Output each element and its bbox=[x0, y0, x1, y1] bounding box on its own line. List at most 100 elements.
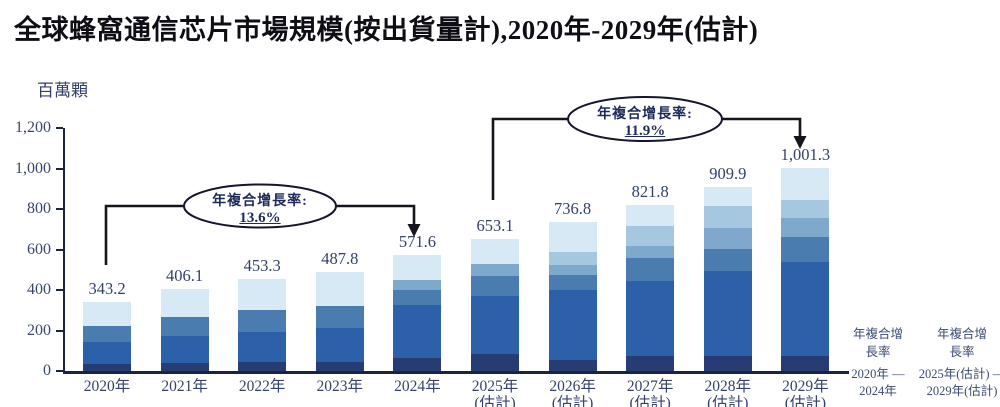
bar-segment-segment-6 bbox=[238, 279, 287, 311]
x-axis-year: 2021年 bbox=[161, 378, 208, 395]
bar-segment-segment-2 bbox=[626, 281, 675, 357]
y-axis-unit-label: 百萬顆 bbox=[37, 81, 88, 100]
y-tick-label: 0 bbox=[43, 362, 51, 379]
bar-segment-segment-4 bbox=[548, 264, 597, 276]
bar-segment-segment-2 bbox=[471, 295, 519, 354]
bar-segment-segment-3 bbox=[781, 237, 830, 263]
x-axis-label-2024年: 2024年 bbox=[378, 378, 456, 395]
bar-segment-segment-4 bbox=[626, 245, 675, 259]
bar-segment-segment-2 bbox=[781, 262, 830, 356]
y-tick-mark bbox=[56, 127, 63, 129]
bar-segment-segment-6 bbox=[548, 221, 597, 252]
x-axis-label-2027年: 2027年 (估計) bbox=[611, 378, 689, 407]
cagr-right-value: 11.9% bbox=[624, 123, 666, 139]
plot-area: 0 200 400 600 800 1,000 1,200 343.2 2020年 406.1 20… bbox=[15, 119, 849, 407]
side-note-line: 長率 bbox=[949, 344, 975, 359]
bar-segment-segment-2 bbox=[703, 270, 752, 357]
stacked-bar-2025年 bbox=[471, 238, 519, 371]
side-note-line: 長率 bbox=[865, 344, 891, 359]
stacked-bar-2028年 bbox=[703, 186, 752, 371]
cagr-left-annotation: 年複合增長率: 13.6% bbox=[186, 190, 334, 227]
bar-value-label: 343.2 bbox=[88, 278, 126, 298]
x-axis-estimate-note: (估計) bbox=[629, 395, 671, 407]
bar-value-label: 487.8 bbox=[321, 249, 359, 269]
side-note-line: 年複合增 bbox=[852, 327, 903, 341]
bar-segment-segment-2 bbox=[83, 341, 131, 365]
y-tick-label: 400 bbox=[27, 281, 51, 298]
bar-segment-segment-4 bbox=[781, 217, 830, 238]
bar-segment-segment-6 bbox=[160, 288, 209, 317]
x-axis-year: 2029年 bbox=[782, 378, 829, 395]
bar-segment-segment-3 bbox=[238, 310, 287, 332]
bar-value-label: 1,001.3 bbox=[780, 145, 831, 165]
cagr-right-label: 年複合增長率: bbox=[597, 107, 693, 122]
bar-value-label: 821.8 bbox=[631, 181, 669, 201]
y-tick-mark bbox=[56, 208, 63, 210]
y-tick-mark bbox=[56, 167, 63, 170]
stacked-bar-2029年 bbox=[781, 168, 830, 371]
x-axis-label-2029年: 2029年 (估計) bbox=[766, 378, 844, 407]
x-axis-label-2025年: 2025年 (估計) bbox=[456, 378, 534, 407]
x-axis-year: 2025年 bbox=[471, 378, 519, 395]
x-axis-year: 2023年 bbox=[316, 378, 364, 395]
bar-segment-segment-5 bbox=[626, 225, 675, 246]
bar-segment-segment-6 bbox=[393, 255, 442, 280]
bar-value-label: 571.6 bbox=[398, 232, 436, 252]
stacked-bar-2021年 bbox=[160, 288, 209, 371]
x-axis-label-2023年: 2023年 bbox=[301, 378, 379, 395]
x-axis-estimate-note: (估計) bbox=[474, 395, 516, 407]
bar-segment-segment-1 bbox=[703, 356, 752, 371]
side-note-line: 2029年(估計) bbox=[926, 384, 998, 399]
stacked-bar-2027年 bbox=[626, 204, 675, 371]
cagr-right-annotation: 年複合增長率: 11.9% bbox=[571, 103, 719, 140]
stacked-bar-2022年 bbox=[238, 279, 287, 371]
bar-segment-segment-1 bbox=[160, 362, 209, 371]
y-tick-mark bbox=[56, 329, 63, 332]
bar-segment-segment-5 bbox=[703, 206, 752, 229]
cagr-left-value: 13.6% bbox=[239, 210, 281, 226]
x-axis-label-2022年: 2022年 bbox=[223, 378, 301, 395]
bar-segment-segment-3 bbox=[548, 275, 597, 291]
stacked-bar-2026年 bbox=[548, 221, 597, 371]
bar-segment-segment-3 bbox=[393, 290, 442, 306]
bar-segment-segment-1 bbox=[238, 361, 287, 371]
bar-value-label: 653.1 bbox=[476, 215, 514, 235]
side-note-cagr-2025-2029: 年複合增 長率 2025年(估計) — 2029年(估計) bbox=[914, 326, 1000, 401]
bar-segment-segment-3 bbox=[160, 316, 209, 336]
cagr-left-label: 年複合增長率: bbox=[212, 194, 308, 209]
x-axis-label-2028年: 2028年 (估計) bbox=[689, 378, 767, 407]
bar-segment-segment-4 bbox=[471, 263, 519, 276]
y-tick-label: 1,200 bbox=[15, 119, 51, 136]
stacked-bar-2023年 bbox=[315, 272, 364, 371]
side-note-line: 2025年(估計) — bbox=[918, 366, 1000, 381]
x-axis-label-2020年: 2020年 bbox=[68, 378, 146, 395]
bar-segment-segment-5 bbox=[781, 199, 830, 218]
y-tick-label: 200 bbox=[27, 321, 51, 339]
x-axis-label-2021年: 2021年 bbox=[146, 378, 224, 395]
x-axis-year: 2020年 bbox=[83, 378, 131, 395]
bar-value-label: 453.3 bbox=[243, 256, 281, 276]
y-tick-mark bbox=[56, 248, 63, 251]
y-tick-label: 600 bbox=[27, 240, 51, 258]
bar-value-label: 736.8 bbox=[554, 198, 592, 218]
bar-segment-segment-1 bbox=[781, 355, 830, 371]
x-axis-year: 2028年 bbox=[704, 378, 752, 395]
stacked-bar-2020年 bbox=[83, 301, 131, 371]
x-axis-estimate-note: (估計) bbox=[707, 395, 749, 407]
bar-segment-segment-3 bbox=[471, 275, 519, 296]
bar-segment-segment-6 bbox=[315, 272, 364, 306]
bar-segment-segment-2 bbox=[393, 305, 442, 359]
bar-segment-segment-2 bbox=[548, 290, 597, 361]
bar-segment-segment-6 bbox=[471, 238, 519, 264]
bar-segment-segment-3 bbox=[83, 325, 131, 342]
bar-segment-segment-2 bbox=[160, 335, 209, 363]
bar-segment-segment-1 bbox=[315, 362, 364, 371]
side-note-line: 2024年 bbox=[859, 384, 897, 399]
bar-segment-segment-1 bbox=[471, 354, 519, 371]
x-axis-estimate-note: (估計) bbox=[784, 395, 827, 407]
bar-segment-segment-1 bbox=[393, 358, 442, 371]
bar-segment-segment-5 bbox=[548, 251, 597, 265]
bar-segment-segment-3 bbox=[626, 258, 675, 282]
bar-segment-segment-3 bbox=[315, 305, 364, 329]
